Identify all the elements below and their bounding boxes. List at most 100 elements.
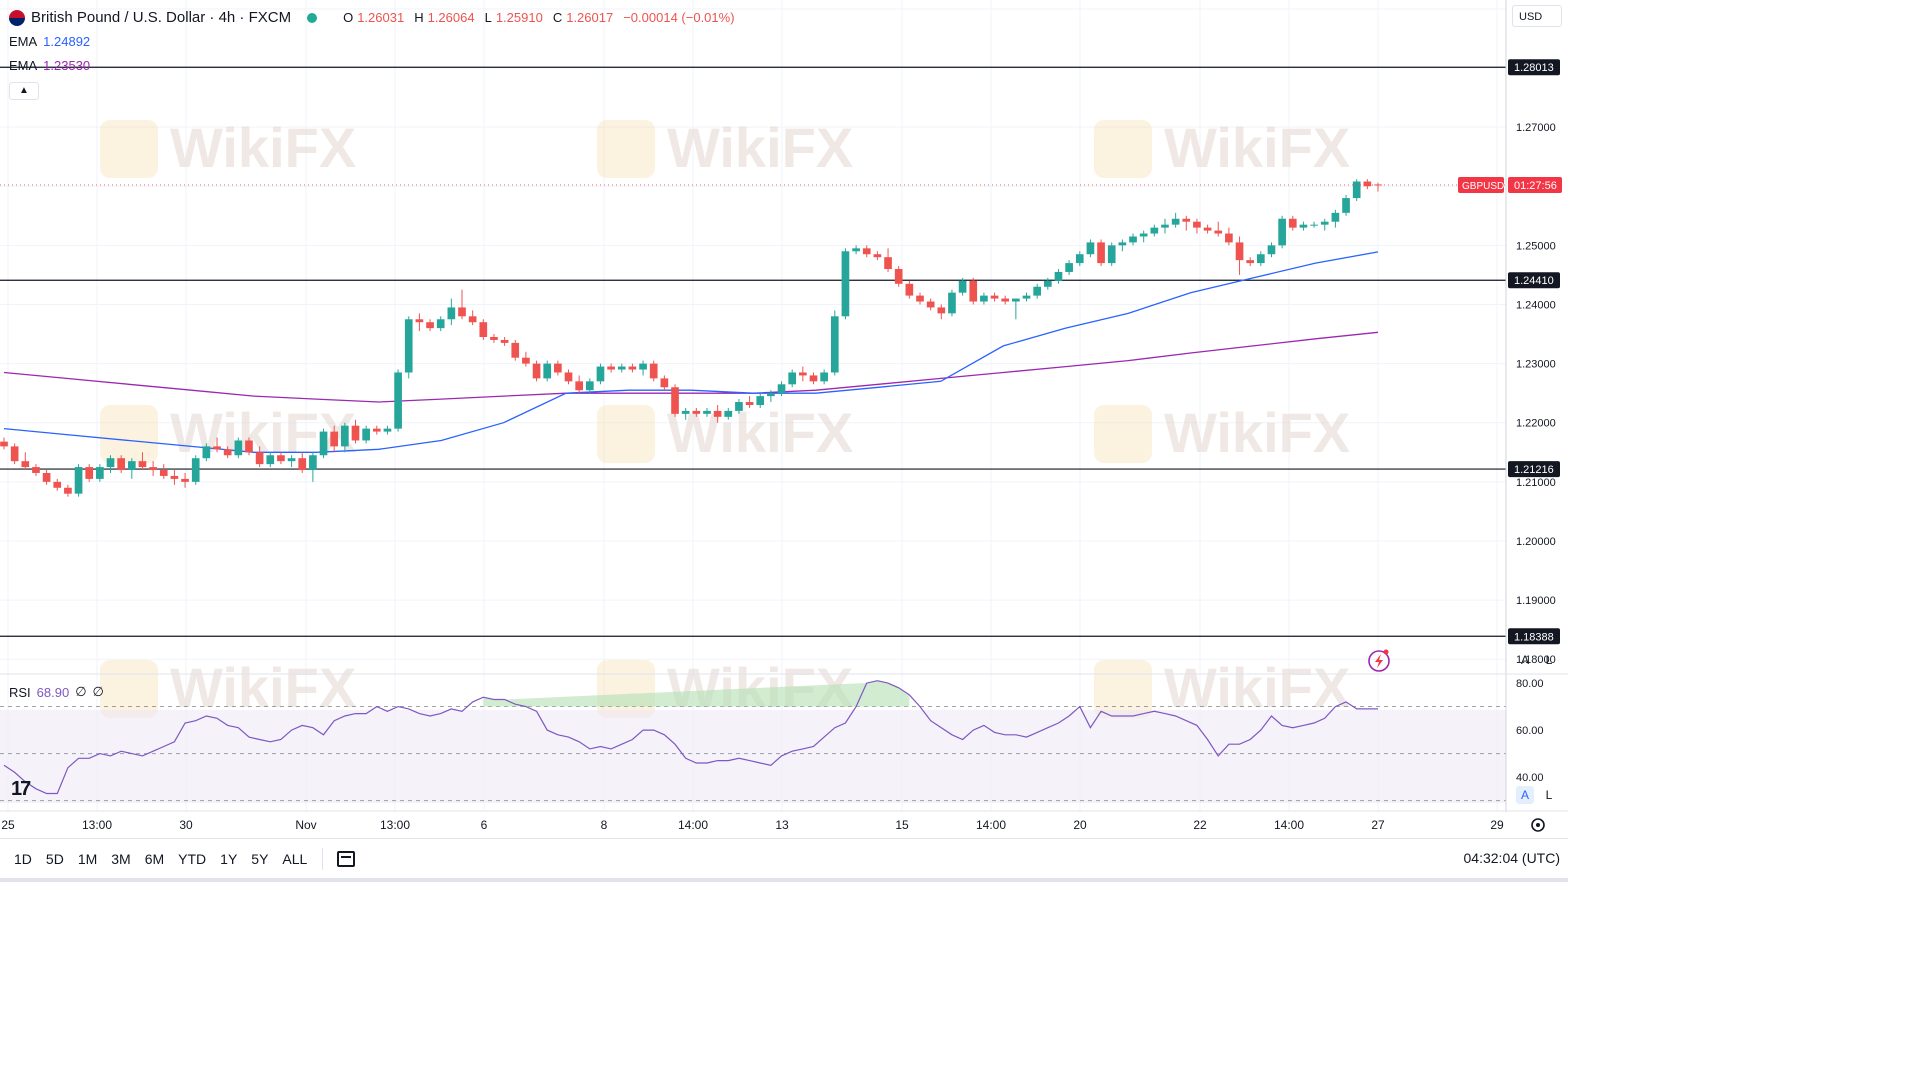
candle-body[interactable]	[905, 283, 914, 296]
candle-body[interactable]	[458, 307, 466, 317]
candle-body[interactable]	[692, 410, 701, 414]
chart-canvas[interactable]: WikiFX WikiFX WikiFX WikiFX WikiFX WikiFX Wiki…	[0, 0, 1568, 882]
candle-body[interactable]	[1054, 271, 1063, 281]
candle-body[interactable]	[468, 316, 477, 323]
range-button-3m[interactable]: 3M	[111, 851, 131, 867]
price-axis[interactable]: 1.290001.270001.250001.240001.230001.220…	[0, 4, 1562, 784]
candle-body[interactable]	[74, 467, 83, 494]
candle-body[interactable]	[415, 319, 424, 323]
candle-body[interactable]	[1374, 184, 1382, 186]
candle-body[interactable]	[628, 366, 637, 370]
candle-body[interactable]	[990, 295, 999, 299]
rsi-auto-scale-button[interactable]: A	[1516, 786, 1534, 804]
candle-body[interactable]	[916, 295, 924, 302]
candle-body[interactable]	[1086, 242, 1095, 255]
candle-body[interactable]	[554, 363, 562, 373]
candle-body[interactable]	[1139, 233, 1148, 237]
candle-body[interactable]	[255, 452, 264, 465]
candle-body[interactable]	[1075, 254, 1084, 264]
range-button-5y[interactable]: 5Y	[251, 851, 269, 867]
candle-body[interactable]	[1278, 218, 1286, 246]
candle-body[interactable]	[1257, 254, 1265, 264]
candle-body[interactable]	[575, 381, 583, 391]
candle-body[interactable]	[894, 269, 903, 284]
calendar-icon[interactable]	[337, 851, 356, 867]
candle-body[interactable]	[1246, 260, 1255, 264]
candle-body[interactable]	[820, 372, 828, 382]
candle-body[interactable]	[884, 257, 892, 270]
candle-body[interactable]	[106, 458, 115, 468]
rsi-log-scale-button[interactable]: L	[1545, 788, 1553, 802]
candle-body[interactable]	[1363, 181, 1372, 187]
candle-body[interactable]	[1342, 198, 1350, 213]
candle-body[interactable]	[383, 428, 392, 432]
candle-body[interactable]	[809, 375, 818, 382]
log-scale-button[interactable]: L	[1545, 653, 1553, 667]
candle-body[interactable]	[394, 372, 402, 429]
candle-body[interactable]	[969, 280, 978, 302]
candle-body[interactable]	[852, 248, 860, 252]
range-button-1m[interactable]: 1M	[77, 851, 98, 867]
candle-body[interactable]	[479, 322, 488, 337]
utc-clock[interactable]: 04:32:04 (UTC)	[1463, 850, 1560, 866]
candle-body[interactable]	[841, 251, 850, 317]
candle-body[interactable]	[1310, 224, 1318, 226]
currency-selector[interactable]: USD	[1512, 5, 1562, 27]
range-button-all[interactable]: ALL	[282, 851, 308, 867]
candle-body[interactable]	[1225, 233, 1233, 243]
candle-body[interactable]	[1203, 227, 1212, 231]
range-button-5d[interactable]: 5D	[45, 851, 64, 867]
collapse-legend-button[interactable]: ▲	[9, 82, 39, 100]
candle-body[interactable]	[671, 387, 679, 414]
candle-body[interactable]	[202, 446, 211, 459]
candlestick-series[interactable]	[0, 179, 1382, 497]
candle-body[interactable]	[85, 467, 94, 479]
candle-body[interactable]	[1267, 245, 1276, 255]
candle-body[interactable]	[117, 458, 125, 471]
candle-body[interactable]	[532, 363, 541, 379]
candle-body[interactable]	[490, 337, 498, 340]
candle-body[interactable]	[298, 458, 307, 471]
symbol-title[interactable]: British Pound / U.S. Dollar · 4h · FXCM	[31, 9, 292, 26]
settings-gear-icon[interactable]	[1531, 818, 1545, 832]
candle-body[interactable]	[713, 410, 722, 417]
candle-body[interactable]	[1331, 212, 1340, 222]
candle-body[interactable]	[1107, 245, 1116, 264]
candle-body[interactable]	[1118, 242, 1127, 246]
rsi-legend[interactable]: RSI 68.90 ∅ ∅	[9, 684, 104, 700]
candle-body[interactable]	[1235, 242, 1244, 261]
candle-body[interactable]	[96, 467, 104, 479]
candle-body[interactable]	[948, 292, 956, 314]
candle-body[interactable]	[319, 431, 328, 456]
candle-body[interactable]	[0, 441, 8, 447]
candle-body[interactable]	[585, 381, 594, 391]
candle-body[interactable]	[980, 295, 988, 302]
candle-body[interactable]	[745, 402, 754, 405]
candle-body[interactable]	[159, 470, 168, 476]
candle-body[interactable]	[1012, 298, 1020, 302]
candle-body[interactable]	[1288, 218, 1297, 228]
candle-body[interactable]	[341, 425, 349, 447]
time-axis[interactable]: 25 13:00 30 Nov 13:00 6 8 14:00 13 15 14:00 20 22 14:…	[1, 818, 1504, 832]
candle-body[interactable]	[564, 372, 573, 382]
candle-body[interactable]	[64, 487, 72, 494]
candle-body[interactable]	[1299, 224, 1308, 228]
range-button-6m[interactable]: 6M	[144, 851, 165, 867]
candle-body[interactable]	[330, 431, 339, 447]
candle-body[interactable]	[649, 363, 658, 379]
candle-body[interactable]	[660, 378, 669, 388]
candle-body[interactable]	[404, 319, 413, 373]
range-button-ytd[interactable]: YTD	[178, 851, 207, 867]
candle-body[interactable]	[1097, 242, 1105, 264]
candle-body[interactable]	[213, 446, 221, 450]
candle-body[interactable]	[511, 342, 520, 358]
candle-body[interactable]	[543, 363, 552, 379]
candle-body[interactable]	[436, 319, 445, 329]
candle-body[interactable]	[21, 461, 30, 468]
candle-body[interactable]	[777, 384, 786, 394]
candle-body[interactable]	[372, 428, 381, 432]
candle-body[interactable]	[10, 446, 19, 462]
candle-body[interactable]	[607, 366, 615, 370]
candle-body[interactable]	[862, 248, 871, 255]
candle-body[interactable]	[191, 458, 200, 482]
